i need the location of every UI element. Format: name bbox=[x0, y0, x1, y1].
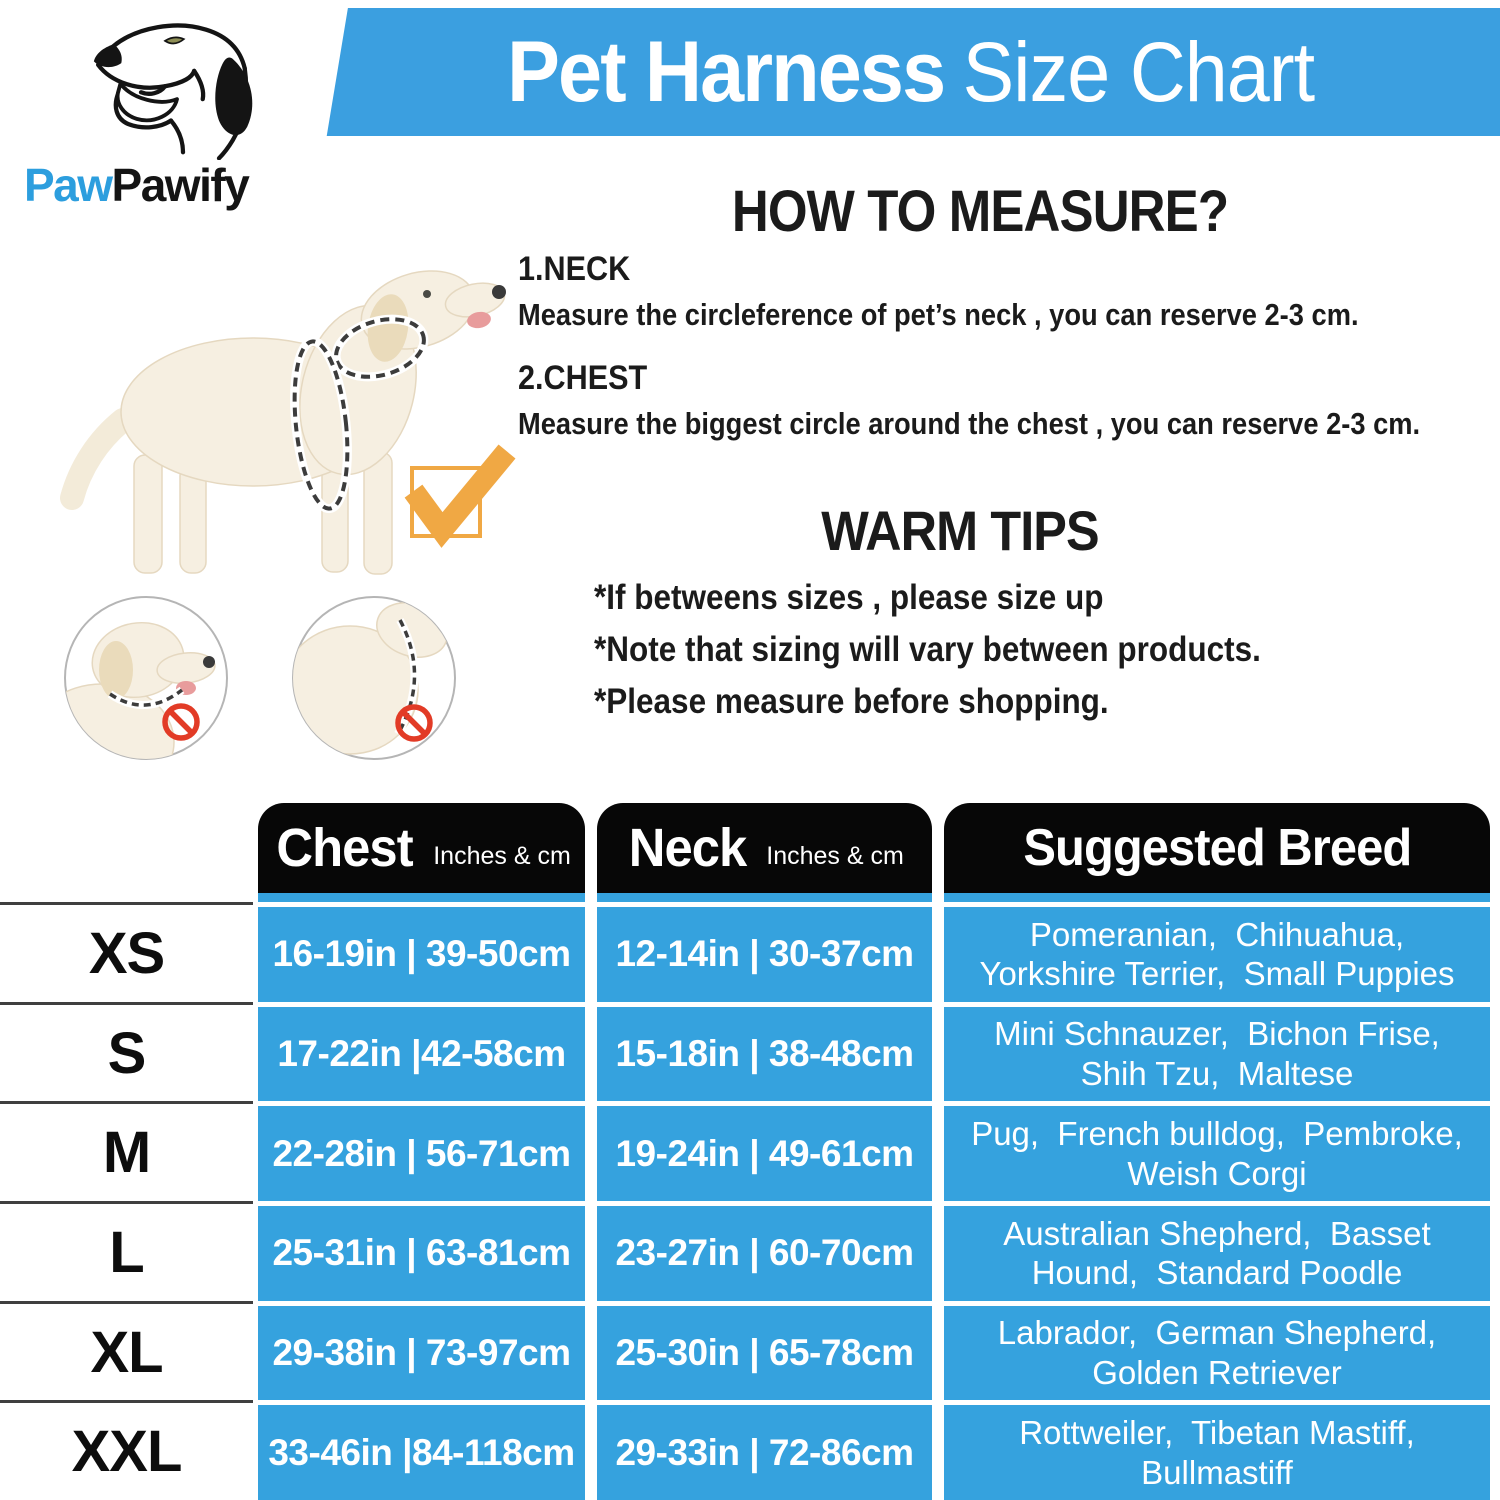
size-label-xs: XS bbox=[0, 902, 253, 1002]
no-icon bbox=[395, 704, 433, 742]
step-neck-text: Measure the circleference of pet’s neck … bbox=[518, 297, 1359, 332]
breed-cell-xs: Pomeranian, Chihuahua, Yorkshire Terrier… bbox=[944, 907, 1490, 1002]
breed-cell-xl: Labrador, German Shepherd, Golden Retrie… bbox=[944, 1305, 1490, 1401]
page-title-bold: Pet Harness bbox=[507, 23, 946, 120]
warm-tips-heading: WARM TIPS bbox=[821, 499, 1099, 562]
chest-cell-xs: 16-19in | 39-50cm bbox=[258, 907, 585, 1002]
chest-column: 16-19in | 39-50cm 17-22in |42-58cm 22-28… bbox=[258, 893, 585, 1500]
logo-dog-icon bbox=[93, 23, 253, 160]
page-title: Pet Harness Size Chart bbox=[507, 23, 1316, 122]
brand-name: PawPawify bbox=[24, 158, 250, 212]
column-cap bbox=[258, 893, 585, 902]
breed-cell-xxl: Rottweiler, Tibetan Mastiff, Bullmastiff bbox=[944, 1405, 1490, 1500]
neck-column-title: Neck bbox=[628, 818, 748, 878]
neck-cell-xs: 12-14in | 30-37cm bbox=[597, 907, 932, 1002]
title-banner: Pet Harness Size Chart bbox=[326, 8, 1500, 136]
chest-column-title: Chest bbox=[276, 818, 414, 878]
warm-tips-list: *If betweens sizes , please size up *Not… bbox=[594, 578, 1494, 734]
chest-measure-inset bbox=[292, 596, 456, 760]
tip-item: *Note that sizing will vary between prod… bbox=[594, 630, 1261, 669]
neck-measure-inset bbox=[64, 596, 228, 760]
correct-check-box bbox=[404, 444, 516, 548]
step-chest-label: 2.CHEST bbox=[518, 359, 648, 397]
neck-column-subtitle: Inches & cm bbox=[766, 841, 904, 870]
chest-cell-m: 22-28in | 56-71cm bbox=[258, 1106, 585, 1202]
brand-name-pawify: Pawify bbox=[111, 159, 250, 211]
step-chest-text: Measure the biggest circle around the ch… bbox=[518, 406, 1421, 441]
size-label-l: L bbox=[0, 1201, 253, 1301]
breed-cell-s: Mini Schnauzer, Bichon Frise, Shih Tzu, … bbox=[944, 1006, 1490, 1102]
neck-cell-xxl: 29-33in | 72-86cm bbox=[597, 1405, 932, 1500]
breed-column-header: Suggested Breed bbox=[944, 803, 1490, 893]
size-label-s: S bbox=[0, 1001, 253, 1102]
brand-logo: PawPawify bbox=[18, 6, 318, 218]
size-label-m: M bbox=[0, 1101, 253, 1201]
no-icon bbox=[162, 703, 200, 741]
neck-cell-s: 15-18in | 38-48cm bbox=[597, 1006, 932, 1102]
breed-column: Pomeranian, Chihuahua, Yorkshire Terrier… bbox=[944, 893, 1490, 1500]
breed-cell-m: Pug, French bulldog, Pembroke, Weish Cor… bbox=[944, 1106, 1490, 1202]
chest-column-subtitle: Inches & cm bbox=[433, 841, 571, 870]
breed-cell-l: Australian Shepherd, Basset Hound, Stand… bbox=[944, 1206, 1490, 1301]
neck-column: 12-14in | 30-37cm 15-18in | 38-48cm 19-2… bbox=[597, 893, 932, 1500]
neck-cell-m: 19-24in | 49-61cm bbox=[597, 1106, 932, 1202]
neck-cell-xl: 25-30in | 65-78cm bbox=[597, 1305, 932, 1401]
chest-column-header: Chest Inches & cm bbox=[258, 803, 585, 893]
how-to-measure-heading: HOW TO MEASURE? bbox=[731, 179, 1229, 244]
chest-cell-xl: 29-38in | 73-97cm bbox=[258, 1305, 585, 1401]
chest-cell-l: 25-31in | 63-81cm bbox=[258, 1206, 585, 1301]
column-cap bbox=[944, 893, 1490, 902]
tip-item: *If betweens sizes , please size up bbox=[594, 578, 1104, 617]
measure-steps: 1.NECK Measure the circleference of pet’… bbox=[518, 250, 1498, 468]
size-label-xxl: XXL bbox=[0, 1400, 253, 1500]
breed-column-title: Suggested Breed bbox=[1023, 819, 1412, 877]
size-label-column: XS S M L XL XXL bbox=[0, 902, 253, 1500]
size-label-xl: XL bbox=[0, 1300, 253, 1401]
step-neck-label: 1.NECK bbox=[518, 250, 631, 288]
neck-column-header: Neck Inches & cm bbox=[597, 803, 932, 893]
chest-cell-xxl: 33-46in |84-118cm bbox=[258, 1405, 585, 1500]
dog-measuring-photo bbox=[60, 270, 506, 575]
brand-name-paw: Paw bbox=[24, 159, 113, 211]
tip-item: *Please measure before shopping. bbox=[594, 682, 1109, 721]
column-cap bbox=[597, 893, 932, 902]
checkmark-icon bbox=[404, 444, 516, 548]
page-title-light: Size Chart bbox=[962, 24, 1316, 119]
neck-cell-l: 23-27in | 60-70cm bbox=[597, 1206, 932, 1301]
chest-cell-s: 17-22in |42-58cm bbox=[258, 1006, 585, 1102]
